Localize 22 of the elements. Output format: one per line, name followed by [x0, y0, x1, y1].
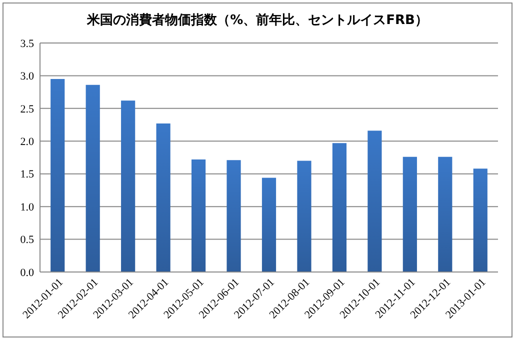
y-tick-label: 2.0 [20, 136, 34, 148]
bar [121, 100, 136, 272]
bar [156, 123, 170, 272]
bar [297, 160, 312, 272]
y-tick-label: 1.0 [20, 201, 34, 214]
bar [332, 143, 347, 272]
bar [86, 84, 100, 272]
bar [473, 168, 488, 272]
bar [191, 159, 206, 272]
bar [402, 156, 417, 272]
y-tick-label: 3.0 [20, 70, 34, 83]
y-tick-label: 0.5 [20, 234, 34, 246]
y-tick-label: 1.5 [20, 168, 34, 181]
y-tick-label: 2.5 [20, 103, 34, 116]
y-tick-label: 0.0 [20, 266, 34, 279]
bar [368, 130, 382, 272]
bar [262, 178, 276, 272]
bar [226, 160, 241, 272]
y-tick-label: 3.5 [20, 38, 34, 50]
bar [50, 78, 65, 272]
chart-title: 米国の消費者物価指数（%、前年比、セントルイスFRB） [86, 13, 428, 28]
bar [438, 156, 452, 272]
